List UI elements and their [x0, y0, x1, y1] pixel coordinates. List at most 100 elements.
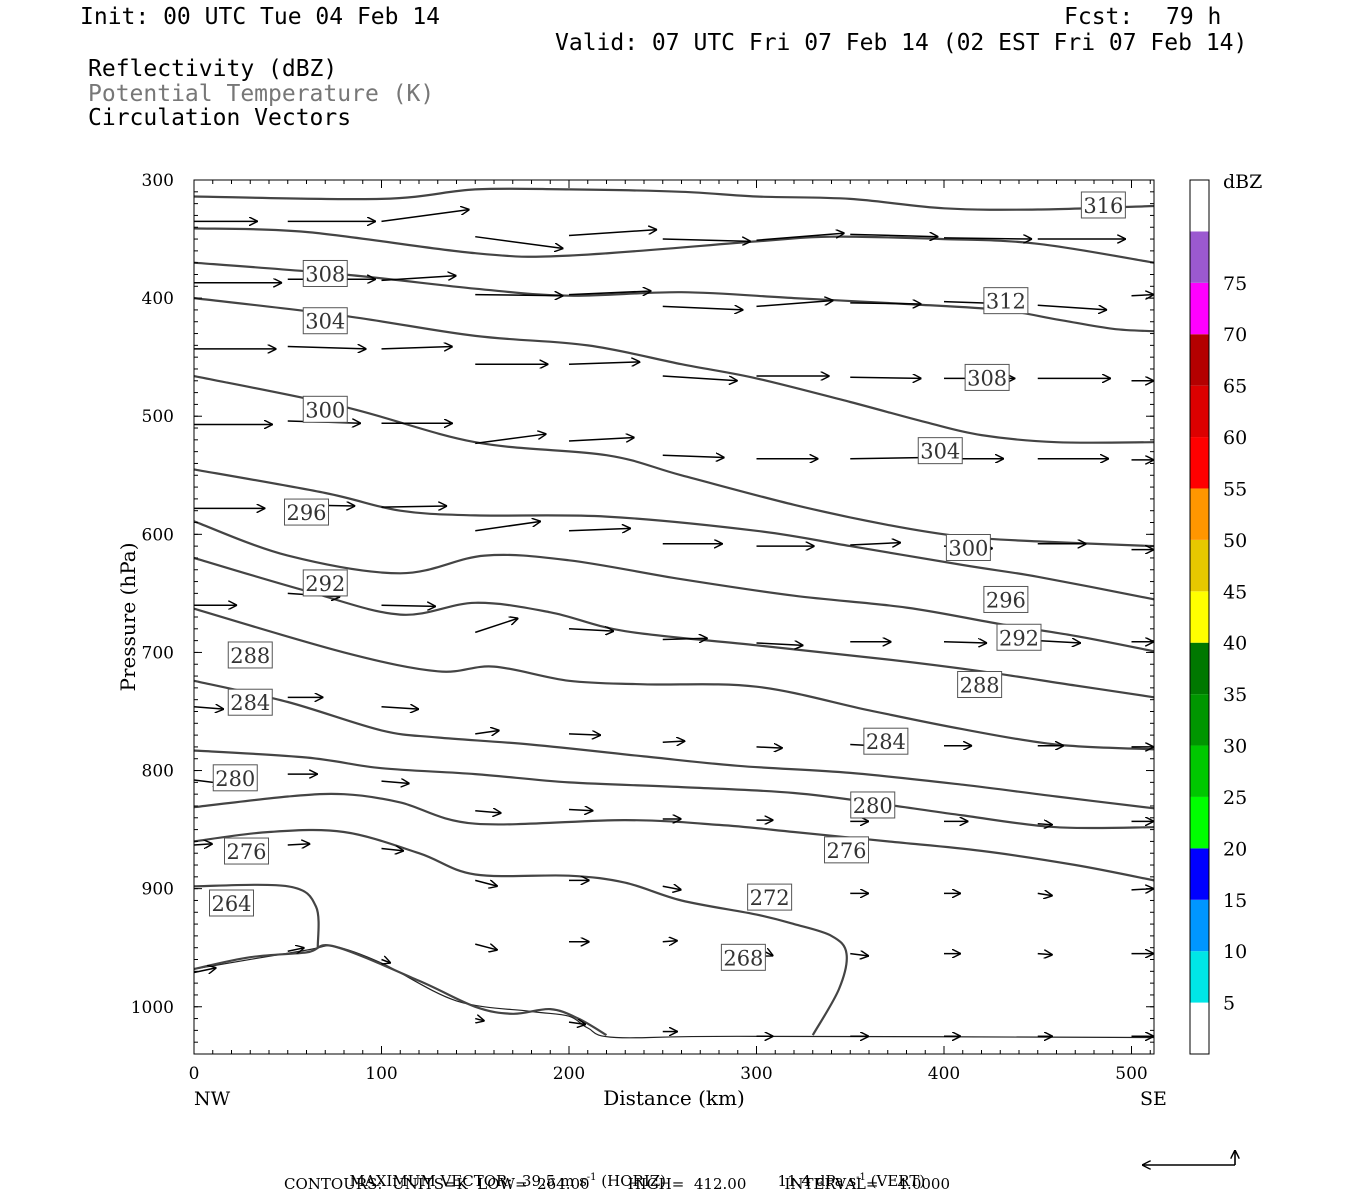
circulation-vector [1037, 824, 1053, 825]
contour-label-304: 304 [920, 440, 960, 464]
circulation-vector [568, 810, 593, 811]
circulation-vector [1131, 295, 1155, 296]
x-tick-label: 100 [365, 1064, 397, 1084]
contour-label-304-left-box [302, 307, 348, 335]
colorbar-label: 40 [1223, 633, 1247, 655]
x-axis-label: Distance (km) [603, 1086, 745, 1110]
colorbar-label: 20 [1223, 838, 1247, 860]
valid-time: Valid: 07 UTC Fri 07 Feb 14 (02 EST Fri … [555, 30, 1248, 56]
contour-label-268-box [720, 943, 766, 971]
colorbar-segment [1190, 796, 1209, 849]
circulation-vector [1037, 954, 1053, 955]
x-tick-label: 300 [740, 1064, 772, 1084]
colorbar-segment [1190, 1002, 1209, 1054]
colorbar-segment [1190, 488, 1209, 540]
colorbar-segment [1190, 642, 1209, 695]
contour-label-284-box [863, 727, 909, 755]
circulation-vector [475, 811, 501, 813]
contour-label-292: 292 [999, 626, 1039, 650]
x-tick-label: 200 [553, 1064, 585, 1084]
colorbar-label: 65 [1223, 376, 1247, 398]
contour-label-308-left-box [302, 259, 348, 287]
circulation-vector [850, 954, 869, 956]
circulation-vector [943, 238, 1032, 239]
colorbar-segment [1190, 951, 1209, 1003]
colorbar-label: 35 [1223, 684, 1247, 706]
contour-label-280: 280 [853, 794, 893, 818]
circulation-vector [943, 642, 987, 643]
theta-contour-284 [193, 607, 1155, 751]
x-tick-label: 500 [1115, 1064, 1147, 1084]
circulation-vector [287, 844, 311, 845]
y-tick-label: 700 [142, 643, 174, 663]
unit-exponent: -1 [856, 1172, 866, 1183]
contour-label-288-left: 288 [230, 644, 270, 668]
contour-label-296-left-box [284, 498, 329, 526]
circulation-vector [568, 437, 635, 441]
contour-label-264-box [209, 889, 254, 917]
colorbar-segment [1190, 180, 1209, 232]
reference-vector-icon [1142, 1150, 1235, 1165]
circulation-vector [568, 362, 640, 364]
contour-info: CONTOURS: UNITS=K LOW= 264.00 HIGH= 412.… [284, 1175, 950, 1193]
contour-label-276-left: 276 [226, 840, 266, 864]
circulation-vector [381, 210, 470, 223]
circulation-vector [475, 944, 498, 950]
x-tick-label: 0 [189, 1064, 200, 1084]
contour-label-292-left: 292 [305, 572, 345, 596]
circulation-vector [568, 1022, 586, 1024]
colorbar-label: 10 [1223, 941, 1247, 963]
circulation-vector [662, 375, 738, 381]
contour-label-284-left-box [227, 688, 273, 716]
circulation-vector [756, 233, 845, 241]
colorbar-label: 30 [1223, 736, 1247, 758]
contour-label-312-box [983, 287, 1029, 315]
y-axis-label: Pressure (hPa) [116, 543, 140, 692]
circulation-vector [381, 276, 457, 282]
circulation-vector [1037, 304, 1107, 310]
contour-label-316-box [1080, 191, 1126, 219]
circulation-vector [287, 347, 367, 349]
field-circulation-vectors: Circulation Vectors [88, 105, 352, 131]
y-tick-label: 400 [142, 289, 174, 309]
circulation-vector [662, 941, 678, 942]
colorbar-label: 5 [1223, 993, 1235, 1015]
theta-contour-272 [193, 792, 1155, 882]
y-tick-label: 300 [142, 171, 174, 191]
contour-label-276-left-box [224, 837, 269, 865]
circulation-vector [662, 741, 686, 742]
unit-exponent: -1 [586, 1172, 597, 1183]
circulation-vector [475, 521, 541, 532]
colorbar-segment [1190, 848, 1209, 900]
colorbar-frame [1189, 179, 1210, 1055]
vert-tag: (VERT) [865, 1172, 926, 1190]
theta-contour-312 [193, 227, 1155, 264]
theta-contour-264 [193, 883, 320, 948]
circulation-vector [1037, 893, 1053, 895]
theta-contour-264 [193, 944, 608, 1037]
circulation-vector [850, 458, 927, 459]
contour-label-292-left-box [302, 569, 348, 597]
circulation-vector [850, 377, 921, 378]
forecast-hours: 79 h [1166, 4, 1222, 30]
circulation-vector [475, 235, 563, 249]
circulation-vector [475, 618, 518, 634]
circulation-vector [568, 291, 652, 295]
field-reflectivity: Reflectivity (dBZ) [88, 56, 338, 82]
contour-label-272: 272 [750, 886, 790, 910]
theta-contour-276 [193, 749, 1155, 830]
theta-contour-268 [193, 828, 848, 1036]
colorbar-label: 60 [1223, 427, 1247, 449]
colorbar-label: 70 [1223, 324, 1247, 346]
theta-contour-316 [193, 187, 1155, 211]
max-vector-vertical: 11.4 dPa s-1 (VERT) [768, 1158, 926, 1190]
contour-label-296-box [983, 585, 1029, 613]
circulation-vector [850, 543, 901, 545]
circulation-vector [381, 605, 436, 606]
colorbar-label: 25 [1223, 787, 1247, 809]
contour-label-276-box [824, 836, 869, 864]
colorbar-label: 50 [1223, 530, 1247, 552]
contour-label-300-left: 300 [305, 398, 345, 422]
contour-label-284-left: 284 [230, 691, 270, 715]
max-vector-horiz: MAXIMUM VECTOR: 39.5 m s [349, 1172, 587, 1190]
